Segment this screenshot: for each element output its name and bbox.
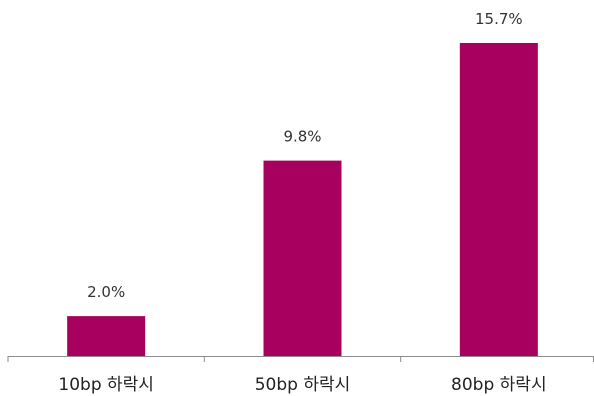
x-axis-tick-labels: 10bp 하락시 50bp 하락시 80bp 하락시 — [58, 375, 546, 395]
bar-data-label: 9.8% — [283, 128, 321, 146]
bar — [263, 160, 342, 356]
bars-group — [67, 42, 538, 356]
x-tick-label: 10bp 하락시 — [58, 375, 154, 395]
data-labels-group: 2.0% 9.8% 15.7% — [87, 10, 523, 301]
x-tick-label: 80bp 하락시 — [451, 375, 547, 395]
bar — [459, 42, 538, 356]
bar-data-label: 2.0% — [87, 283, 125, 301]
x-tick-label: 50bp 하락시 — [255, 375, 351, 395]
bar-data-label: 15.7% — [475, 10, 523, 28]
bar — [67, 316, 146, 356]
